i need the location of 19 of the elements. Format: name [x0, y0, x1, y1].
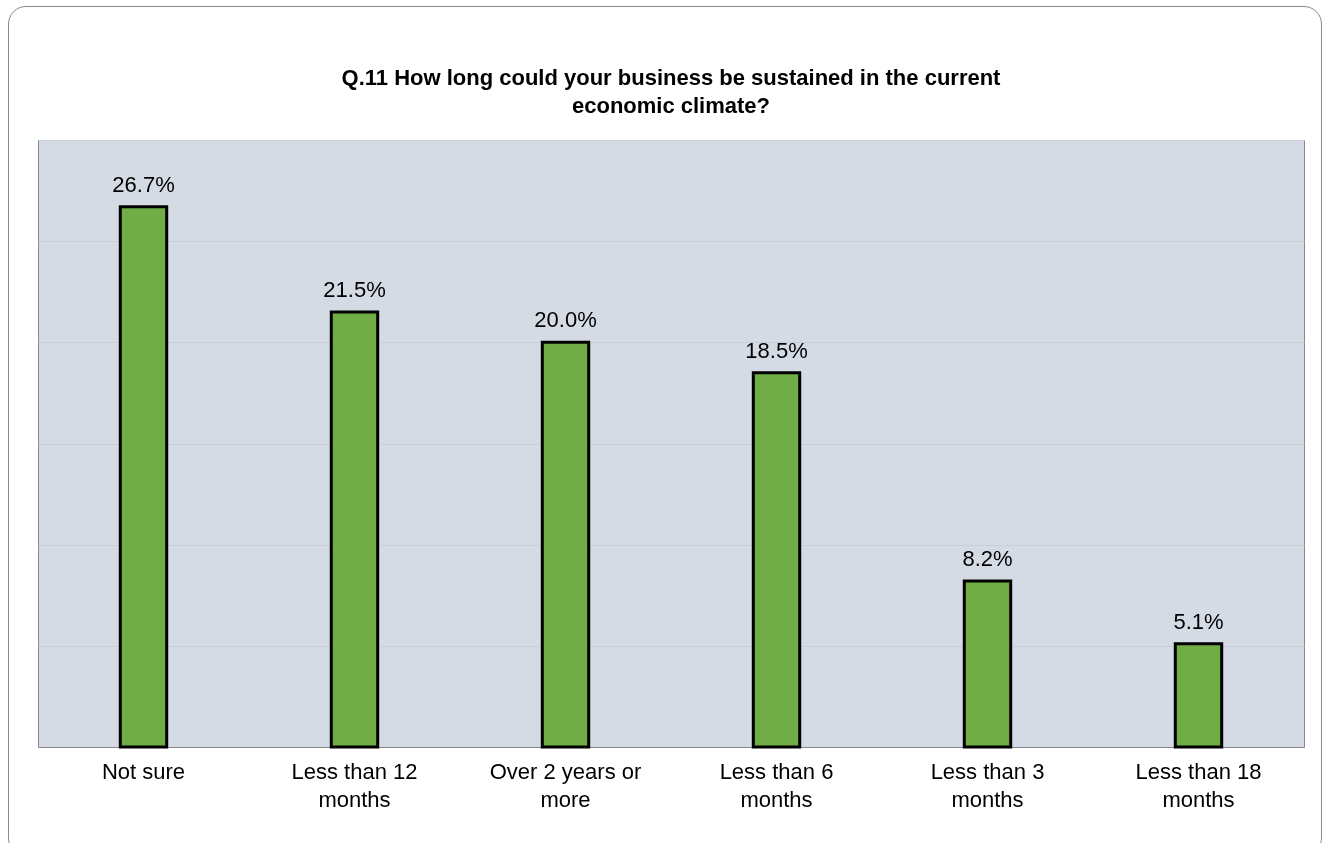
bar	[962, 579, 1013, 749]
x-tick-label: Less than 12 months	[291, 758, 418, 812]
bar	[751, 371, 802, 749]
x-tick-label: Over 2 years or more	[489, 758, 642, 812]
data-label: 26.7%	[112, 171, 175, 197]
data-label: 20.0%	[534, 307, 597, 333]
data-label: 21.5%	[323, 276, 386, 302]
data-label: 5.1%	[1173, 608, 1224, 634]
bar	[540, 340, 591, 749]
data-label: 8.2%	[962, 546, 1013, 572]
x-tick-label: Less than 18 months	[1135, 758, 1262, 812]
x-tick-label: Not sure	[101, 758, 186, 784]
bar	[329, 310, 380, 749]
chart-title: Q.11 How long could your business be sustained in the current economic climate?	[341, 65, 1002, 118]
x-tick-label: Less than 3 months	[930, 758, 1045, 812]
bar	[118, 205, 169, 749]
data-label: 18.5%	[745, 337, 808, 363]
x-tick-label: Less than 6 months	[719, 758, 834, 812]
bar	[1173, 642, 1224, 749]
